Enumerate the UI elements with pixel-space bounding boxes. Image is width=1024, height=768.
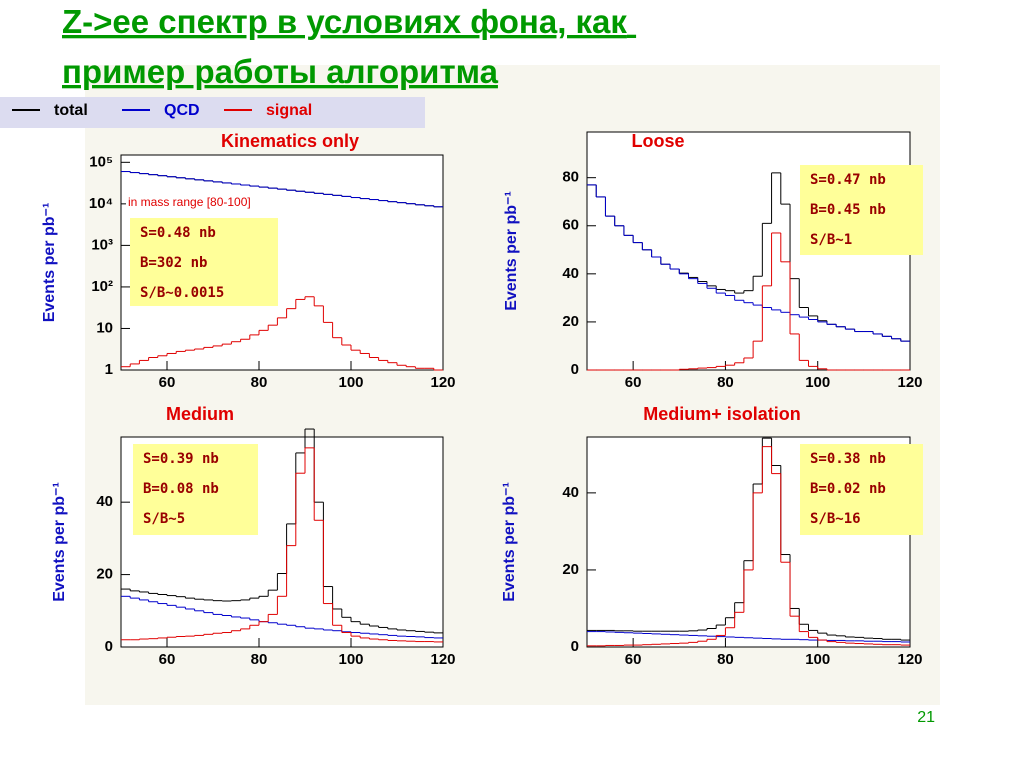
- chart: Loose Events per pb⁻¹ 0 20 40 60 80 60 80 100 120 S…: [503, 131, 923, 391]
- chart-title: Kinematics only: [221, 131, 359, 151]
- slide-title-line: Z->ee спектр в условиях фона, как: [62, 3, 627, 40]
- stats-text: S/B~16: [810, 511, 861, 527]
- page-number: 21: [917, 709, 935, 726]
- y-tick-label: 20: [562, 561, 579, 578]
- note-bg: [126, 195, 282, 211]
- x-tick-label: 120: [897, 374, 922, 391]
- y-axis-label: Events per pb⁻¹: [51, 482, 68, 602]
- y-tick-label: 10: [96, 319, 113, 336]
- stats-text: S=0.47 nb: [810, 172, 886, 188]
- y-tick-label: 0: [105, 638, 113, 655]
- y-tick-label: 40: [96, 493, 113, 510]
- legend-label: signal: [266, 102, 312, 119]
- stats-box: [800, 165, 923, 255]
- slide-title-line: пример работы алгоритма: [62, 53, 499, 90]
- y-tick-label: 40: [562, 265, 579, 282]
- chart: Kinematics only Events per pb⁻¹ 1 10 10² 10³ 1…: [41, 131, 455, 391]
- legend-label: total: [54, 102, 88, 119]
- y-tick-label: 20: [562, 313, 579, 330]
- note: in mass range [80-100]: [128, 195, 251, 209]
- stats-box: [130, 218, 278, 306]
- x-tick-label: 100: [338, 374, 363, 391]
- legend: total QCD signal: [12, 102, 312, 119]
- chart-title: Loose: [631, 131, 684, 151]
- y-tick-label: 0: [571, 638, 579, 655]
- y-tick-label: 40: [562, 484, 579, 501]
- y-tick-label: 10²: [91, 278, 113, 295]
- y-axis-label: Events per pb⁻¹: [41, 203, 58, 323]
- stats-box: [133, 444, 258, 535]
- y-tick-label: 20: [96, 566, 113, 583]
- x-tick-label: 80: [717, 374, 734, 391]
- y-tick-label: 60: [562, 217, 579, 234]
- stats-text: B=0.02 nb: [810, 481, 886, 497]
- x-tick-label: 60: [625, 651, 642, 668]
- x-tick-label: 80: [717, 651, 734, 668]
- stats-text: S/B~5: [143, 511, 185, 527]
- slide-title: Z->ee спектр в условиях фона, как пример…: [62, 3, 636, 90]
- stats-text: B=0.08 nb: [143, 481, 219, 497]
- stats-text: B=0.45 nb: [810, 202, 886, 218]
- stats-text: S=0.39 nb: [143, 451, 219, 467]
- x-tick-label: 100: [805, 651, 830, 668]
- y-tick-label: 10⁴: [89, 195, 113, 212]
- x-tick-label: 80: [251, 374, 268, 391]
- y-tick-label: 10³: [91, 236, 113, 253]
- y-tick-label: 10⁵: [89, 153, 113, 170]
- y-axis-label: Events per pb⁻¹: [501, 482, 518, 602]
- stats-text: S=0.38 nb: [810, 451, 886, 467]
- stats-text: S=0.48 nb: [140, 225, 216, 241]
- x-tick-label: 60: [625, 374, 642, 391]
- y-tick-label: 0: [571, 361, 579, 378]
- stats-text: B=302 nb: [140, 255, 207, 271]
- y-axis-label: Events per pb⁻¹: [503, 191, 520, 311]
- x-tick-label: 60: [159, 374, 176, 391]
- x-tick-label: 100: [805, 374, 830, 391]
- y-tick-label: 1: [105, 361, 113, 378]
- x-tick-label: 120: [897, 651, 922, 668]
- chart: Medium+ isolation Events per pb⁻¹ 0 20 40 60 8…: [501, 404, 923, 668]
- x-tick-label: 120: [430, 651, 455, 668]
- x-tick-label: 120: [430, 374, 455, 391]
- stats-text: S/B~0.0015: [140, 285, 224, 301]
- chart-title: Medium+ isolation: [643, 404, 801, 424]
- charts: Kinematics only Events per pb⁻¹ 1 10 10² 10³ 1…: [41, 131, 923, 668]
- stats-box: [800, 444, 923, 535]
- x-tick-label: 60: [159, 651, 176, 668]
- legend-box: [0, 97, 425, 128]
- x-tick-label: 80: [251, 651, 268, 668]
- stats-text: S/B~1: [810, 232, 852, 248]
- x-tick-label: 100: [338, 651, 363, 668]
- y-tick-label: 80: [562, 169, 579, 186]
- legend-label: QCD: [164, 102, 200, 119]
- chart: Medium Events per pb⁻¹ 0 20 40 60 80 100 120 S=0.…: [51, 404, 455, 668]
- chart-title: Medium: [166, 404, 234, 424]
